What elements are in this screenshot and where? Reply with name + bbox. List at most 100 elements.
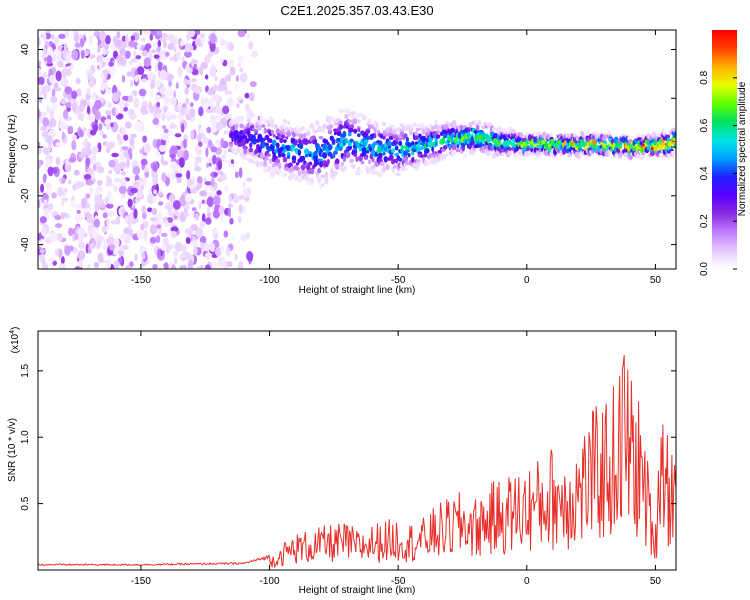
spectrogram-signal-cell (265, 157, 269, 161)
spectrogram-signal-cell (421, 128, 426, 135)
spectrogram-noise-cell (113, 237, 120, 248)
spectrogram-noise-cell (102, 134, 107, 139)
spectrogram-noise-cell (172, 200, 181, 210)
spectrogram-noise-cell (212, 232, 219, 240)
spectrogram-noise-cell (163, 95, 171, 106)
spectrogram-signal-cell (270, 129, 275, 135)
spectrogram-noise-cell (58, 33, 67, 39)
spectrogram-noise-cell (140, 105, 148, 116)
spectrogram-signal-cell (353, 150, 358, 154)
spectrogram-signal-cell (257, 125, 262, 131)
spectrogram-noise-cell (69, 63, 74, 70)
spectrogram-noise-cell (193, 246, 198, 256)
spectrogram-noise-cell (55, 87, 62, 92)
colorbar-gradient (712, 30, 737, 269)
spectrogram-noise-cell (204, 181, 213, 186)
spectrogram-noise-cell (119, 105, 124, 113)
spectrogram-noise-cell (152, 175, 159, 186)
spectrogram-noise-cell (106, 217, 110, 227)
spectrogram-y-tick-label: -40 (20, 237, 31, 252)
spectrogram-x-tick-label: -150 (131, 275, 151, 286)
spectrogram-y-tick-label: 20 (20, 92, 31, 104)
spectrogram-noise-cell (119, 152, 125, 163)
spectrogram-x-tick-label: 50 (650, 275, 662, 286)
spectrogram-signal-cell (236, 146, 240, 153)
spectrogram-noise-cell (118, 185, 127, 194)
spectrogram-noise-cell (77, 227, 86, 238)
spectrogram-signal-cell (672, 127, 676, 132)
spectrogram-signal-cell (387, 140, 392, 147)
spectrogram-noise-cell (171, 264, 176, 269)
spectrogram-noise-cell (94, 226, 100, 235)
spectrogram-noise-cell (152, 117, 160, 125)
spectrogram-noise-cell (227, 203, 234, 208)
spectrogram-noise-cell (119, 233, 128, 240)
spectrogram-signal-cell (360, 160, 365, 165)
spectrogram-noise-cell (63, 188, 68, 193)
spectrogram-signal-cell (508, 149, 512, 157)
spectrogram-signal-cell (395, 134, 399, 139)
spectrogram-noise-cell (133, 91, 138, 97)
spectrogram-signal-cell (389, 136, 394, 141)
snr-x-tick-label: 50 (650, 576, 662, 587)
spectrogram-signal-cell (479, 142, 483, 148)
spectrogram-signal-cell (298, 133, 304, 139)
spectrogram-signal-cell (445, 153, 449, 157)
spectrogram-noise-cell (69, 125, 74, 135)
spectrogram-noise-cell (210, 64, 216, 75)
spectrogram-noise-cell (141, 50, 148, 57)
spectrogram-noise-cell (100, 72, 105, 78)
spectrogram-noise-cell (46, 30, 51, 34)
spectrogram-noise-cell (128, 60, 133, 66)
spectrogram-noise-cell (51, 102, 57, 112)
spectrogram-noise-cell (94, 194, 102, 205)
spectrogram-signal-cell (373, 133, 377, 139)
spectrogram-noise-cell (87, 263, 91, 269)
spectrogram-noise-cell (200, 97, 205, 106)
spectrogram-signal-cell (322, 123, 327, 129)
spectrogram-signal-cell (607, 149, 611, 156)
spectrogram-noise-cell (91, 95, 96, 101)
spectrogram-noise-cell (75, 88, 82, 97)
spectrogram-signal-cell (357, 128, 361, 133)
spectrogram-signal-cell (349, 124, 355, 129)
spectrogram-signal-cell (370, 164, 376, 170)
spectrogram-noise-cell (205, 252, 211, 261)
spectrogram-noise-cell (71, 90, 78, 100)
spectrogram-noise-cell (184, 43, 191, 53)
spectrogram-noise-cell (165, 111, 172, 117)
spectrogram-signal-cell (415, 161, 421, 167)
spectrogram-noise-cell (204, 264, 211, 269)
spectrogram-noise-cell (49, 262, 54, 268)
spectrogram-noise-cell (179, 264, 188, 269)
spectrogram-noise-cell (116, 54, 124, 64)
spectrogram-noise-cell (177, 102, 182, 112)
spectrogram-signal-cell (450, 133, 455, 139)
spectrogram-noise-cell (96, 166, 105, 174)
spectrogram-noise-cell (184, 50, 192, 58)
spectrogram-noise-cell (187, 178, 194, 186)
spectrogram-noise-cell (97, 45, 101, 54)
spectrogram-noise-cell (45, 186, 51, 196)
spectrogram-noise-cell (227, 42, 234, 52)
spectrogram-signal-cell (423, 152, 428, 158)
spectrogram-noise-cell (219, 57, 224, 64)
spectrogram-noise-cell (185, 236, 191, 245)
spectrogram-x-tick-label: -100 (260, 275, 280, 286)
spectrogram-noise-cell (80, 99, 88, 106)
spectrogram-noise-cell (201, 213, 206, 223)
spectrogram-noise-cell (200, 61, 208, 70)
spectrogram-signal-cell (419, 154, 424, 159)
spectrogram-signal-cell (287, 120, 291, 125)
spectrogram-signal-cell (433, 151, 436, 158)
spectrogram-noise-cell (38, 60, 41, 67)
spectrogram-noise-cell (55, 70, 62, 82)
spectrogram-noise-cell (104, 34, 111, 45)
spectrogram-signal-cell (347, 145, 353, 151)
snr-x-tick-label: -150 (131, 576, 151, 587)
spectrogram-noise-cell (130, 79, 134, 87)
spectrogram-noise-cell (91, 155, 97, 161)
spectrogram-signal-cell (329, 116, 335, 122)
spectrogram-signal-cell (491, 152, 497, 159)
spectrogram-noise-cell (87, 223, 93, 235)
